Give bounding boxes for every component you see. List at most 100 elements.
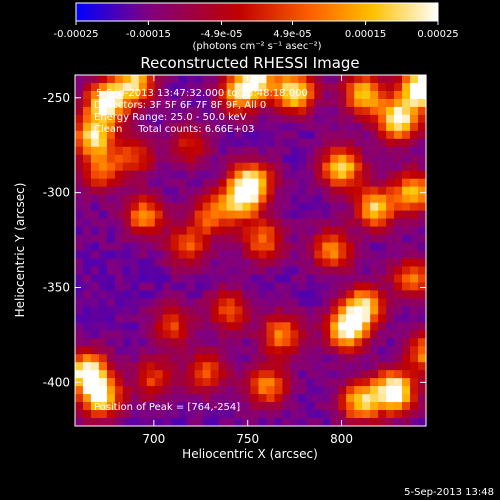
heatmap-cell — [210, 418, 220, 427]
heatmap-cell — [386, 90, 395, 100]
heatmap-cell — [274, 250, 284, 260]
heatmap-cell — [418, 258, 427, 268]
heatmap-cell — [306, 210, 315, 220]
heatmap-cell — [114, 138, 124, 148]
heatmap-cell — [106, 330, 116, 339]
heatmap-cell — [306, 82, 315, 92]
heatmap-cell — [114, 218, 124, 228]
heatmap-cell — [194, 322, 204, 331]
heatmap-cell — [298, 386, 307, 395]
heatmap-cell — [122, 75, 132, 84]
heatmap-cell — [410, 218, 419, 228]
heatmap-cell — [402, 234, 411, 244]
heatmap-cell — [282, 314, 291, 323]
heatmap-cell — [234, 210, 244, 220]
heatmap-cell — [75, 322, 84, 331]
heatmap-cell — [274, 346, 284, 355]
heatmap-cell — [178, 242, 188, 252]
heatmap-cell — [226, 186, 236, 196]
heatmap-cell — [218, 138, 228, 148]
heatmap-cell — [346, 394, 355, 403]
heatmap-cell — [282, 98, 291, 108]
heatmap-cell — [170, 242, 180, 252]
heatmap-cell — [154, 298, 164, 307]
heatmap-cell — [362, 186, 371, 196]
heatmap-cell — [282, 410, 291, 419]
heatmap-cell — [114, 266, 124, 276]
heatmap-cell — [402, 274, 411, 284]
heatmap-cell — [226, 162, 236, 172]
heatmap-cell — [370, 242, 379, 252]
heatmap-cell — [242, 418, 252, 427]
heatmap-cell — [138, 346, 148, 355]
heatmap-cell — [242, 242, 252, 252]
heatmap-cell — [130, 178, 140, 188]
heatmap-cell — [82, 290, 92, 299]
heatmap-cell — [266, 122, 276, 132]
heatmap-cell — [106, 122, 116, 132]
heatmap-cell — [178, 106, 188, 116]
heatmap-cell — [90, 282, 100, 291]
heatmap-cell — [162, 378, 172, 387]
heatmap-cell — [210, 290, 220, 299]
heatmap-cell — [90, 250, 100, 260]
heatmap-cell — [98, 290, 108, 299]
heatmap-cell — [114, 250, 124, 260]
heatmap-cell — [90, 90, 100, 100]
heatmap-cell — [258, 330, 268, 339]
heatmap-cell — [234, 402, 244, 411]
heatmap-cell — [394, 98, 403, 108]
heatmap-cell — [354, 354, 363, 363]
heatmap-cell — [266, 258, 276, 268]
heatmap-cell — [394, 370, 403, 379]
heatmap-cell — [146, 210, 156, 220]
heatmap-cell — [402, 106, 411, 116]
heatmap-cell — [186, 75, 196, 84]
heatmap-cell — [346, 354, 355, 363]
heatmap-cell — [282, 274, 291, 284]
heatmap-cell — [330, 314, 339, 323]
heatmap-cell — [82, 122, 92, 132]
heatmap-cell — [402, 170, 411, 180]
heatmap-cell — [298, 242, 307, 252]
heatmap-cell — [218, 306, 228, 315]
heatmap-cell — [410, 346, 419, 355]
heatmap-cell — [330, 306, 339, 315]
heatmap-cell — [306, 106, 315, 116]
heatmap-cell — [386, 402, 395, 411]
heatmap-cell — [362, 194, 371, 204]
heatmap-cell — [258, 186, 268, 196]
heatmap-cell — [370, 258, 379, 268]
heatmap-cell — [194, 122, 204, 132]
heatmap-cell — [162, 178, 172, 188]
heatmap-cell — [202, 194, 212, 204]
heatmap-cell — [154, 98, 164, 108]
heatmap-cell — [266, 402, 276, 411]
heatmap-cell — [386, 202, 395, 212]
heatmap-cell — [186, 338, 196, 347]
heatmap-cell — [298, 282, 307, 291]
colorbar-ticks — [75, 21, 439, 25]
heatmap-cell — [82, 410, 92, 419]
heatmap-cell — [138, 162, 148, 172]
heatmap-cell — [290, 114, 299, 124]
heatmap-cell — [290, 226, 299, 236]
colorbar-tick-label: -0.00025 — [54, 29, 99, 40]
heatmap-cell — [106, 314, 116, 323]
heatmap-cell — [82, 90, 92, 100]
heatmap-cell — [346, 242, 355, 252]
heatmap-cell — [386, 82, 395, 92]
heatmap-cell — [218, 410, 228, 419]
heatmap-cell — [98, 178, 108, 188]
heatmap-cell — [146, 202, 156, 212]
heatmap-cell — [130, 346, 140, 355]
heatmap-cell — [410, 234, 419, 244]
heatmap-cell — [346, 370, 355, 379]
heatmap-cell — [162, 346, 172, 355]
heatmap-cell — [370, 418, 379, 427]
heatmap-cell — [282, 330, 291, 339]
heatmap-cell — [98, 234, 108, 244]
heatmap-cell — [266, 266, 276, 276]
heatmap-cell — [410, 226, 419, 236]
heatmap-cell — [266, 162, 276, 172]
